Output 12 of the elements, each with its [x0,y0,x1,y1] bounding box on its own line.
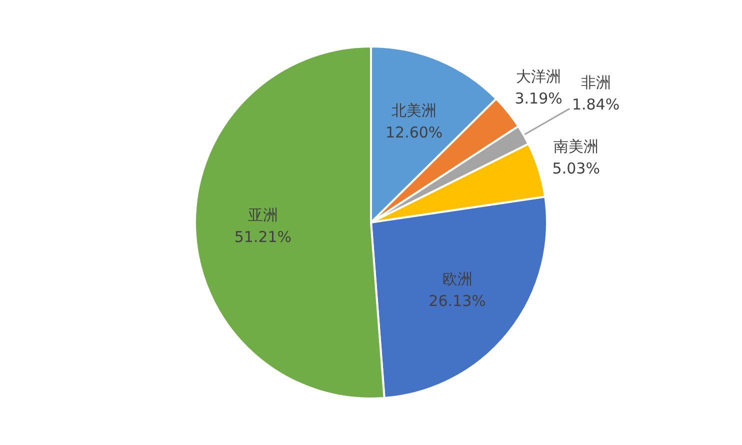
slice-label: 南美洲 [554,138,599,156]
data-label: 1.84% [572,96,620,114]
data-label: 3.19% [514,90,562,108]
slice-label: 非洲 [580,74,611,92]
data-label: 5.03% [552,160,600,178]
slice-label: 欧洲 [442,270,472,288]
data-label: 12.60% [385,123,443,142]
slice-label: 大洋洲 [516,68,562,86]
slice-label: 亚洲 [248,206,278,224]
data-label: 51.21% [234,228,292,246]
slice-label: 北美洲 [392,101,437,120]
data-label: 26.13% [428,292,486,310]
